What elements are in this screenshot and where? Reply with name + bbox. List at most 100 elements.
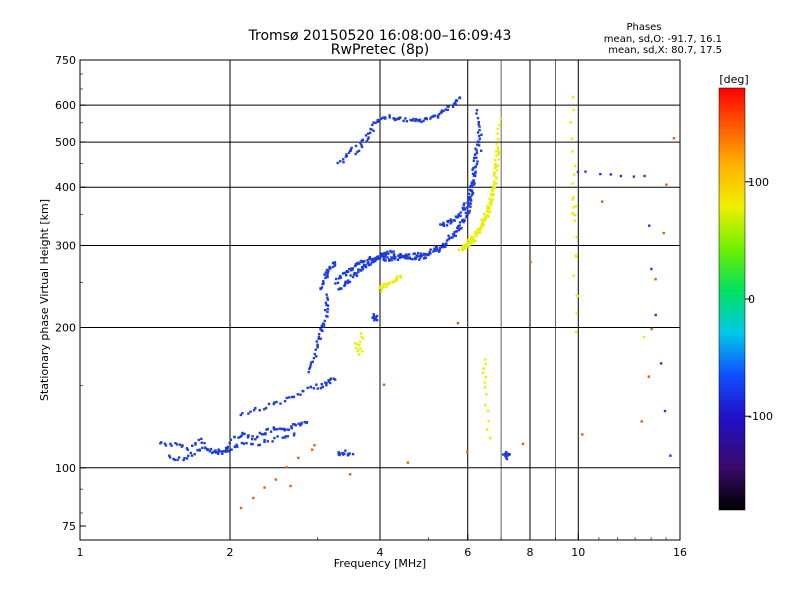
data-point	[529, 260, 532, 264]
data-points	[159, 95, 676, 510]
data-point	[333, 264, 337, 267]
data-point	[251, 435, 254, 438]
data-point	[465, 206, 469, 209]
data-point	[470, 181, 473, 185]
data-point	[469, 195, 472, 199]
data-point	[447, 234, 450, 238]
data-point	[252, 408, 256, 412]
data-point	[176, 458, 179, 462]
data-point	[284, 435, 287, 438]
data-point	[397, 254, 400, 258]
data-point	[309, 365, 312, 369]
data-point	[278, 427, 281, 430]
data-point	[479, 149, 483, 152]
data-point	[358, 341, 362, 344]
data-point	[490, 203, 493, 206]
data-point	[264, 406, 268, 410]
data-point	[354, 342, 357, 345]
data-point	[329, 377, 333, 380]
data-point	[376, 118, 380, 122]
data-point	[287, 428, 291, 432]
data-point	[368, 131, 372, 135]
data-point	[472, 183, 476, 186]
data-point	[367, 263, 371, 267]
data-point	[477, 144, 481, 147]
data-point	[573, 164, 577, 168]
y-tick-label: 75	[62, 520, 76, 533]
data-point	[194, 441, 197, 445]
data-point	[494, 163, 498, 167]
data-point	[334, 277, 338, 281]
data-point	[495, 150, 498, 153]
data-point	[246, 436, 250, 439]
data-point	[392, 250, 395, 253]
data-point	[475, 156, 478, 159]
data-point	[472, 156, 476, 160]
data-point	[387, 258, 391, 261]
data-point	[251, 442, 254, 446]
data-point	[457, 213, 460, 216]
data-point	[266, 427, 269, 431]
data-point	[385, 285, 388, 289]
data-point	[354, 144, 358, 148]
data-point	[419, 256, 422, 259]
data-point	[327, 380, 330, 383]
data-point	[168, 456, 172, 459]
data-point	[292, 422, 295, 426]
data-point	[478, 125, 481, 128]
data-point	[332, 377, 336, 381]
data-point	[288, 396, 291, 399]
data-point	[282, 427, 285, 430]
data-point	[391, 281, 394, 284]
data-point	[285, 396, 288, 400]
data-point	[466, 201, 469, 204]
data-point	[469, 235, 473, 238]
data-point	[647, 375, 650, 378]
data-point	[373, 257, 377, 260]
colorbar-tick-label: 0	[748, 293, 755, 306]
data-point	[454, 234, 457, 238]
data-point	[474, 171, 477, 175]
data-point	[369, 127, 372, 131]
data-point	[380, 290, 383, 293]
data-point	[404, 117, 407, 120]
data-point	[458, 227, 461, 231]
data-point	[319, 337, 322, 340]
x-tick-label: 6	[464, 546, 471, 559]
data-point	[662, 231, 665, 235]
data-point	[204, 446, 207, 450]
data-point	[206, 448, 210, 452]
data-point	[326, 275, 329, 279]
data-point	[393, 118, 397, 122]
data-point	[178, 443, 182, 446]
data-point	[571, 95, 575, 99]
data-point	[319, 287, 322, 290]
data-point	[494, 162, 497, 166]
data-point	[312, 387, 315, 390]
data-point	[584, 170, 587, 173]
data-point	[233, 435, 236, 439]
data-point	[297, 456, 300, 460]
data-point	[321, 322, 325, 325]
data-point	[191, 444, 194, 447]
data-point	[235, 443, 238, 447]
data-point	[351, 275, 355, 279]
data-point	[395, 275, 399, 279]
data-point	[482, 367, 485, 370]
data-point	[435, 245, 438, 248]
data-point	[484, 375, 488, 379]
data-point	[485, 428, 489, 431]
data-point	[399, 116, 402, 119]
data-point	[632, 175, 636, 178]
data-point	[299, 393, 302, 396]
data-point	[485, 209, 489, 213]
data-point	[331, 265, 335, 269]
data-point	[357, 353, 361, 356]
data-point	[458, 96, 462, 99]
data-point	[386, 256, 389, 259]
data-point	[575, 235, 578, 239]
data-point	[237, 436, 240, 439]
data-point	[482, 223, 485, 226]
data-point	[294, 424, 297, 427]
data-point	[416, 255, 419, 258]
